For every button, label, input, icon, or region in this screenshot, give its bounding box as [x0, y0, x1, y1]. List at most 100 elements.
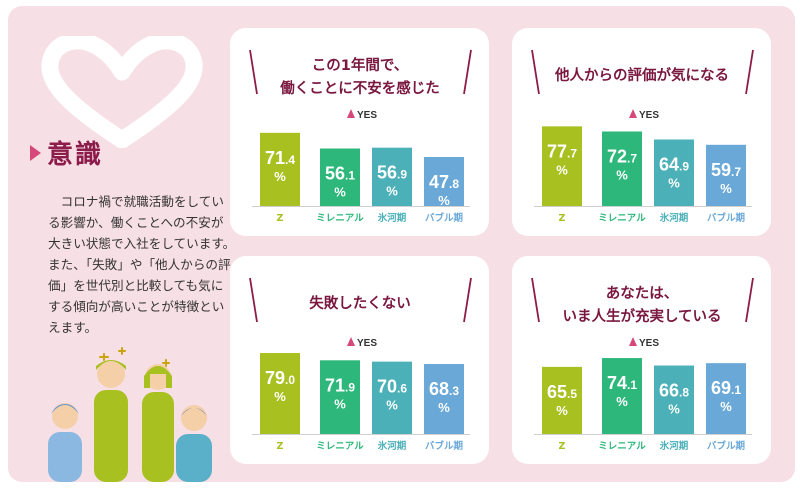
- chart-life-fulfilled: あなたは、いま人生が充実している YES 65.5% Z 74.1% ミレニアル 66.8%…: [531, 277, 754, 452]
- bar-value-label: 77.7: [547, 141, 577, 161]
- bar: [542, 126, 582, 206]
- bar-unit-label: %: [274, 169, 286, 184]
- chart-card: 他人からの評価が気になる YES 77.7% Z 72.7% ミレニアル 64.9% 氷河期 5…: [512, 28, 771, 236]
- chart-title: 他人からの評価が気になる: [554, 66, 729, 84]
- category-label: 氷河期: [377, 212, 407, 224]
- bar-unit-label: %: [334, 184, 346, 199]
- bar-value-label: 69.1: [711, 378, 741, 398]
- slash-right: [745, 49, 754, 95]
- bar-value-label: 70.6: [377, 377, 407, 397]
- legend-marker-icon: [629, 109, 637, 118]
- chart-title: あなたは、: [606, 285, 679, 302]
- bar: [706, 144, 746, 206]
- infographic-panel: 意識 コロナ禍で就職活動をしている影響か、働くことへの不安が大きい状態で入社をし…: [8, 6, 795, 482]
- chart-avoid-failure: 失敗したくない YES 79.0% Z 71.9% ミレニアル 70.6% 氷河期 68.3% バ…: [249, 277, 472, 452]
- chart-title: いま人生が充実している: [562, 307, 721, 325]
- category-label: 氷河期: [659, 212, 689, 224]
- chart-card: 失敗したくない YES 79.0% Z 71.9% ミレニアル 70.6% 氷河期 68.3% バ…: [230, 256, 489, 464]
- bar: [542, 366, 582, 434]
- bar-value-label: 68.3: [429, 379, 459, 399]
- chart-title: 失敗したくない: [309, 294, 411, 312]
- category-label: Z: [277, 441, 284, 452]
- slash-left: [249, 277, 258, 323]
- slash-right: [463, 49, 472, 95]
- bar-unit-label: %: [386, 398, 398, 413]
- category-label: 氷河期: [659, 440, 689, 452]
- bar-unit-label: %: [274, 389, 286, 404]
- slash-left: [249, 49, 258, 95]
- bar-value-label: 71.4: [265, 148, 295, 168]
- bar-unit-label: %: [556, 403, 568, 418]
- chart-others-evaluation: 他人からの評価が気になる YES 77.7% Z 72.7% ミレニアル 64.9% 氷河期 5…: [531, 49, 754, 224]
- section-heading: 意識: [30, 134, 103, 171]
- slash-left: [531, 49, 540, 95]
- category-label: Z: [559, 213, 566, 224]
- category-label: ミレニアル: [598, 441, 646, 452]
- legend-marker-icon: [629, 337, 637, 346]
- category-label: バブル期: [425, 212, 463, 224]
- bar: [654, 139, 694, 206]
- slash-right: [745, 277, 754, 323]
- bar: [424, 363, 464, 434]
- legend-label: YES: [639, 338, 659, 349]
- chart-card: この1年間で、働くことに不安を感じた YES 71.4% Z 56.1% ミレニアル 56.…: [230, 28, 489, 236]
- category-label: ミレニアル: [598, 213, 646, 224]
- bar: [372, 361, 412, 434]
- legend-label: YES: [639, 110, 659, 121]
- bar-value-label: 56.1: [325, 163, 355, 183]
- category-label: 氷河期: [377, 440, 407, 452]
- bar-value-label: 56.9: [377, 163, 407, 183]
- bar-unit-label: %: [616, 394, 628, 409]
- triangle-marker-icon: [30, 144, 41, 161]
- bar: [602, 131, 642, 206]
- bar-unit-label: %: [386, 184, 398, 199]
- category-label: バブル期: [707, 440, 745, 452]
- bar-unit-label: %: [720, 399, 732, 414]
- section-title: 意識: [47, 140, 104, 170]
- category-label: Z: [277, 213, 284, 224]
- legend-marker-icon: [347, 109, 355, 118]
- bar-unit-label: %: [720, 181, 732, 196]
- bar-value-label: 59.7: [711, 160, 741, 180]
- bar: [654, 365, 694, 434]
- bar: [706, 363, 746, 434]
- bar-value-label: 74.1: [607, 373, 637, 393]
- slash-left: [531, 277, 540, 323]
- heart-icon: [41, 36, 203, 148]
- category-label: ミレニアル: [316, 441, 364, 452]
- people-illustration: [48, 347, 212, 482]
- bar-unit-label: %: [616, 167, 628, 182]
- chart-title: この1年間で、: [312, 56, 409, 74]
- bar: [260, 353, 300, 434]
- bar-unit-label: %: [334, 396, 346, 411]
- bar-value-label: 71.9: [325, 375, 355, 395]
- category-label: Z: [559, 441, 566, 452]
- legend-label: YES: [357, 110, 377, 121]
- bar: [424, 157, 464, 206]
- bar-value-label: 66.8: [659, 381, 689, 401]
- bar-unit-label: %: [668, 175, 680, 190]
- bar-value-label: 79.0: [265, 368, 295, 388]
- bar: [372, 147, 412, 206]
- bar-value-label: 64.9: [659, 154, 689, 174]
- bar-value-label: 65.5: [547, 382, 577, 402]
- category-label: バブル期: [425, 440, 463, 452]
- bar-unit-label: %: [438, 193, 450, 208]
- chart-card: あなたは、いま人生が充実している YES 65.5% Z 74.1% ミレニアル 66.8%…: [512, 256, 771, 464]
- bar: [602, 358, 642, 434]
- bar-value-label: 47.8: [429, 172, 459, 192]
- bar-unit-label: %: [668, 402, 680, 417]
- bar: [320, 360, 360, 434]
- bar-value-label: 72.7: [607, 146, 637, 166]
- bar: [260, 132, 300, 206]
- bar-unit-label: %: [556, 162, 568, 177]
- category-label: ミレニアル: [316, 213, 364, 224]
- legend-marker-icon: [347, 337, 355, 346]
- bar: [320, 148, 360, 206]
- legend-label: YES: [357, 338, 377, 349]
- slash-right: [463, 277, 472, 323]
- chart-title: 働くことに不安を感じた: [279, 79, 440, 97]
- category-label: バブル期: [707, 212, 745, 224]
- section-description: コロナ禍で就職活動をしている影響か、働くことへの不安が大きい状態で入社をしていま…: [48, 193, 236, 335]
- chart-anxiety-work: この1年間で、働くことに不安を感じた YES 71.4% Z 56.1% ミレニアル 56.…: [249, 49, 472, 224]
